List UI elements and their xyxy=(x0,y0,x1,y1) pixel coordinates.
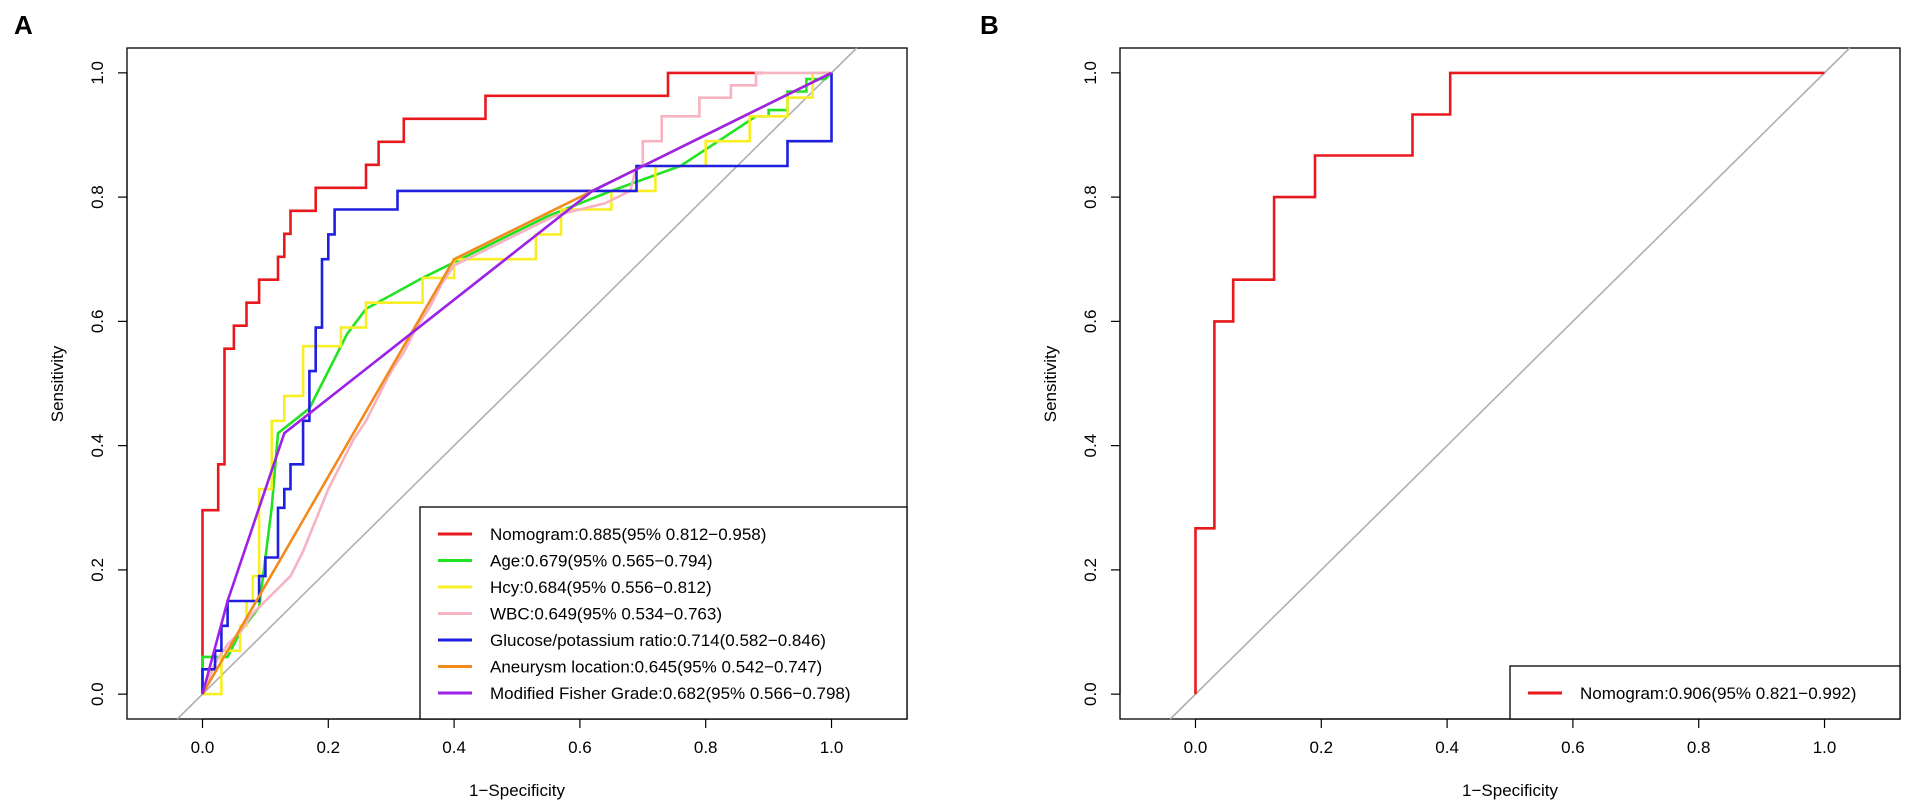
panel-letter-a: A xyxy=(14,10,33,40)
y-tick-label: 0.4 xyxy=(88,434,107,458)
y-tick-label: 0.0 xyxy=(1081,682,1100,706)
roc-curve-series-1 xyxy=(201,71,763,695)
roc-panel-a: A 0.0 0.2 0.4 0.6 0.8 1.0 0.0 0.2 0.4 0.6 0.8 1.0 1… xyxy=(14,10,908,800)
x-tick-label: 0.0 xyxy=(191,738,215,757)
roc-curve-series-7 xyxy=(201,71,833,695)
roc-curve-series-4 xyxy=(201,71,832,695)
y-tick-label: 0.8 xyxy=(88,185,107,209)
x-axis-label-b: 1−Specificity xyxy=(1462,781,1558,800)
x-tick-label: 1.0 xyxy=(1813,738,1837,757)
y-axis-label-b: Sensitivity xyxy=(1041,345,1060,422)
y-tick-label: 1.0 xyxy=(1081,61,1100,85)
y-tick-label: 1.0 xyxy=(88,61,107,85)
roc-curve-series-3 xyxy=(202,71,832,696)
x-tick-label: 0.4 xyxy=(442,738,466,757)
legend-a: Nomogram:0.885(95% 0.812−0.958) Age:0.679… xyxy=(419,506,908,720)
y-tick-label: 0.4 xyxy=(1081,434,1100,458)
x-axis-label-a: 1−Specificity xyxy=(469,781,565,800)
legend-box-a xyxy=(419,506,908,720)
legend-box-b xyxy=(1509,665,1901,720)
x-tick-label: 0.2 xyxy=(316,738,340,757)
legend-entry-label: Nomogram:0.885(95% 0.812−0.958) xyxy=(490,525,766,544)
legend-entry-label: Modified Fisher Grade:0.682(95% 0.566−0.… xyxy=(490,684,851,703)
legend-entry-label: Glucose/potassium ratio:0.714(0.582−0.84… xyxy=(490,631,826,650)
legend-entry-label: WBC:0.649(95% 0.534−0.763) xyxy=(490,605,722,624)
x-tick-label: 0.8 xyxy=(1687,738,1711,757)
diagonal-reference-line xyxy=(176,47,858,720)
roc-panel-b: B 0.0 0.2 0.4 0.6 0.8 1.0 0.0 0.2 0.4 0.6 0.8 1.0 1… xyxy=(980,10,1901,800)
y-tick-label: 0.6 xyxy=(1081,310,1100,334)
y-tick-label: 0.2 xyxy=(88,558,107,582)
panel-letter-b: B xyxy=(980,10,999,40)
legend-entry-label: Nomogram:0.906(95% 0.821−0.992) xyxy=(1580,684,1856,703)
y-tick-label: 0.0 xyxy=(88,682,107,706)
roc-curve-series-1 xyxy=(1194,71,1825,695)
x-tick-label: 0.2 xyxy=(1309,738,1333,757)
x-tick-label: 0.0 xyxy=(1184,738,1208,757)
legend-entry-label: Hcy:0.684(95% 0.556−0.812) xyxy=(490,578,712,597)
y-tick-label: 0.6 xyxy=(88,310,107,334)
x-tick-label: 1.0 xyxy=(820,738,844,757)
diagonal-reference-line xyxy=(1169,47,1851,720)
roc-curves-a xyxy=(176,47,858,720)
roc-curve-series-5 xyxy=(201,72,833,695)
legend-entry-label: Aneurysm location:0.645(95% 0.542−0.747) xyxy=(490,658,822,677)
roc-curves-b xyxy=(1169,47,1851,720)
x-tick-label: 0.4 xyxy=(1435,738,1459,757)
y-axis-label-a: Sensitivity xyxy=(48,345,67,422)
x-tick-label: 0.6 xyxy=(568,738,592,757)
legend-entry-label: Age:0.679(95% 0.565−0.794) xyxy=(490,552,713,571)
x-tick-label: 0.6 xyxy=(1561,738,1585,757)
x-tick-label: 0.8 xyxy=(694,738,718,757)
legend-b: Nomogram:0.906(95% 0.821−0.992) xyxy=(1509,665,1901,720)
y-tick-label: 0.2 xyxy=(1081,558,1100,582)
y-tick-label: 0.8 xyxy=(1081,185,1100,209)
